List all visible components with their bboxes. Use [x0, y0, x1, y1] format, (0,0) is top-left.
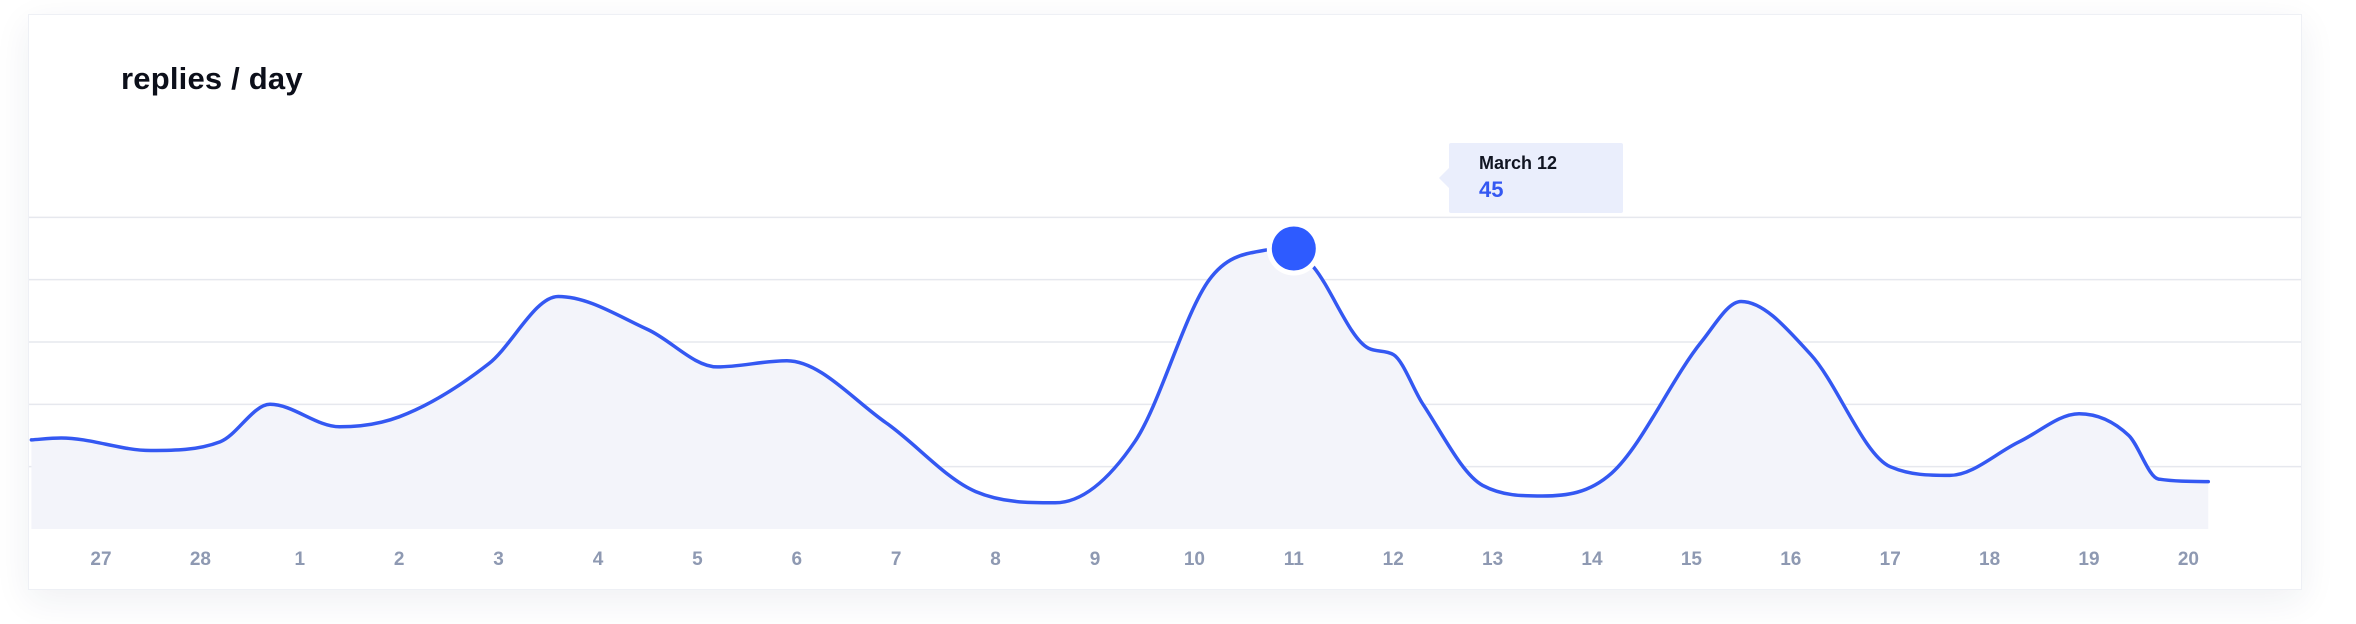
x-tick-label: 27	[90, 549, 111, 570]
x-tick-label: 3	[493, 549, 504, 570]
x-tick-label: 20	[2178, 549, 2199, 570]
x-tick-label: 12	[1383, 549, 1404, 570]
tooltip: March 12 45	[1449, 143, 1623, 213]
x-tick-label: 19	[2078, 549, 2099, 570]
x-tick-label: 8	[990, 549, 1001, 570]
chart-svg: 27 28 1 2 3 4 5 6 7 8 9 10 11 12 13 14 15 16 17 18 19 20	[29, 15, 2301, 589]
x-tick-label: 28	[190, 549, 211, 570]
x-tick-label: 7	[891, 549, 902, 570]
x-tick-label: 15	[1681, 549, 1703, 570]
x-tick-label: 4	[593, 549, 604, 570]
x-tick-label: 14	[1581, 549, 1603, 570]
chart-card: replies / day 27 28 1 2 3 4 5 6 7 8 9 10 11 12 13 14 15 1…	[28, 14, 2302, 590]
x-tick-label: 11	[1284, 549, 1305, 570]
x-tick-label: 1	[295, 549, 306, 570]
x-tick-label: 16	[1780, 549, 1801, 570]
x-tick-label: 2	[394, 549, 405, 570]
x-tick-label: 6	[792, 549, 803, 570]
series-area	[31, 249, 2208, 530]
x-tick-label: 18	[1979, 549, 2000, 570]
x-tick-label: 17	[1880, 549, 1901, 570]
x-tick-label: 9	[1090, 549, 1101, 570]
tooltip-date: March 12	[1479, 153, 1557, 174]
x-tick-label: 13	[1482, 549, 1503, 570]
highlight-point	[1272, 227, 1316, 271]
x-tick-label: 5	[692, 549, 703, 570]
tooltip-value: 45	[1479, 177, 1503, 203]
x-tick-label: 10	[1184, 549, 1205, 570]
